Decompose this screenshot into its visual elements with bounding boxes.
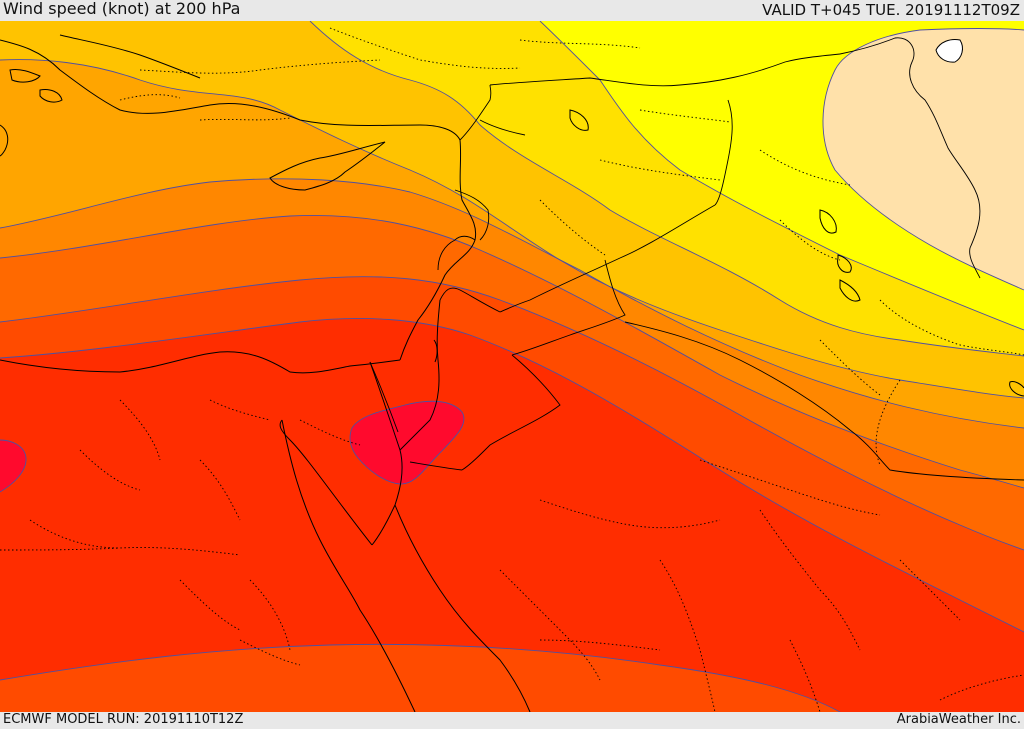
coastlines <box>0 34 1024 712</box>
map-title: Wind speed (knot) at 200 hPa <box>3 0 241 18</box>
band-light-yellow <box>822 28 1024 290</box>
admin-borders <box>0 27 1024 712</box>
band-crimson-west <box>0 440 27 492</box>
band-red-orange-south <box>0 644 840 712</box>
credit: ArabiaWeather Inc. <box>896 712 1021 727</box>
country-borders <box>369 37 1024 481</box>
weather-map[interactable] <box>0 21 1024 712</box>
valid-time: VALID T+045 TUE. 20191112T09Z <box>762 1 1020 19</box>
isotach-lines <box>0 21 1024 712</box>
footer-bar: ECMWF MODEL RUN: 20191110T12Z ArabiaWeat… <box>0 712 1024 729</box>
header-bar: Wind speed (knot) at 200 hPa VALID T+045… <box>0 0 1024 21</box>
model-run: ECMWF MODEL RUN: 20191110T12Z <box>3 712 244 727</box>
